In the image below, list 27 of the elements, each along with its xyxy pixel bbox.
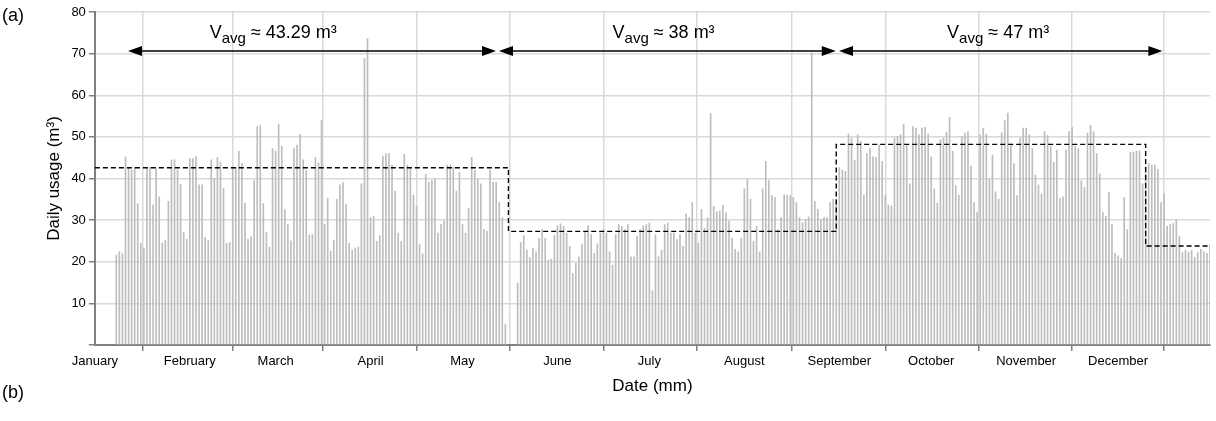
x-tick-label: September — [807, 353, 872, 369]
x-axis-title: Date (mm) — [612, 376, 693, 396]
x-tick-label: November — [996, 353, 1057, 369]
y-tick-label: 40 — [71, 170, 86, 186]
x-tick-label: June — [543, 353, 572, 369]
y-tick-label: 60 — [71, 86, 86, 102]
x-tick-label: July — [637, 353, 662, 369]
x-tick-label: May — [450, 353, 476, 369]
text: (b) — [2, 382, 24, 403]
y-tick-label: 70 — [71, 45, 86, 61]
x-tick-label: January — [71, 353, 119, 369]
x-tick-label: April — [357, 353, 384, 369]
y-tick-label: 80 — [71, 3, 86, 19]
x-tick-label: March — [257, 353, 294, 369]
y-tick-label: 50 — [71, 128, 86, 144]
y-tick-label: 10 — [71, 294, 86, 310]
annotation: V$_{avg}$ ≈ 38 m³ — [612, 22, 715, 47]
annotation: V$_{avg}$ ≈ 47 m³ — [947, 22, 1050, 47]
y-tick-label: 30 — [71, 211, 86, 227]
text: (a) — [2, 5, 24, 26]
x-tick-label: August — [724, 353, 765, 369]
y-tick-label: 20 — [71, 253, 86, 269]
x-tick-label: February — [163, 353, 217, 369]
x-tick-label: December — [1088, 353, 1149, 369]
x-tick-label: October — [908, 353, 955, 369]
y-axis-title: Daily usage (m³) — [43, 116, 63, 241]
annotation: V$_{avg}$ ≈ 43.29 m³ — [209, 22, 337, 47]
